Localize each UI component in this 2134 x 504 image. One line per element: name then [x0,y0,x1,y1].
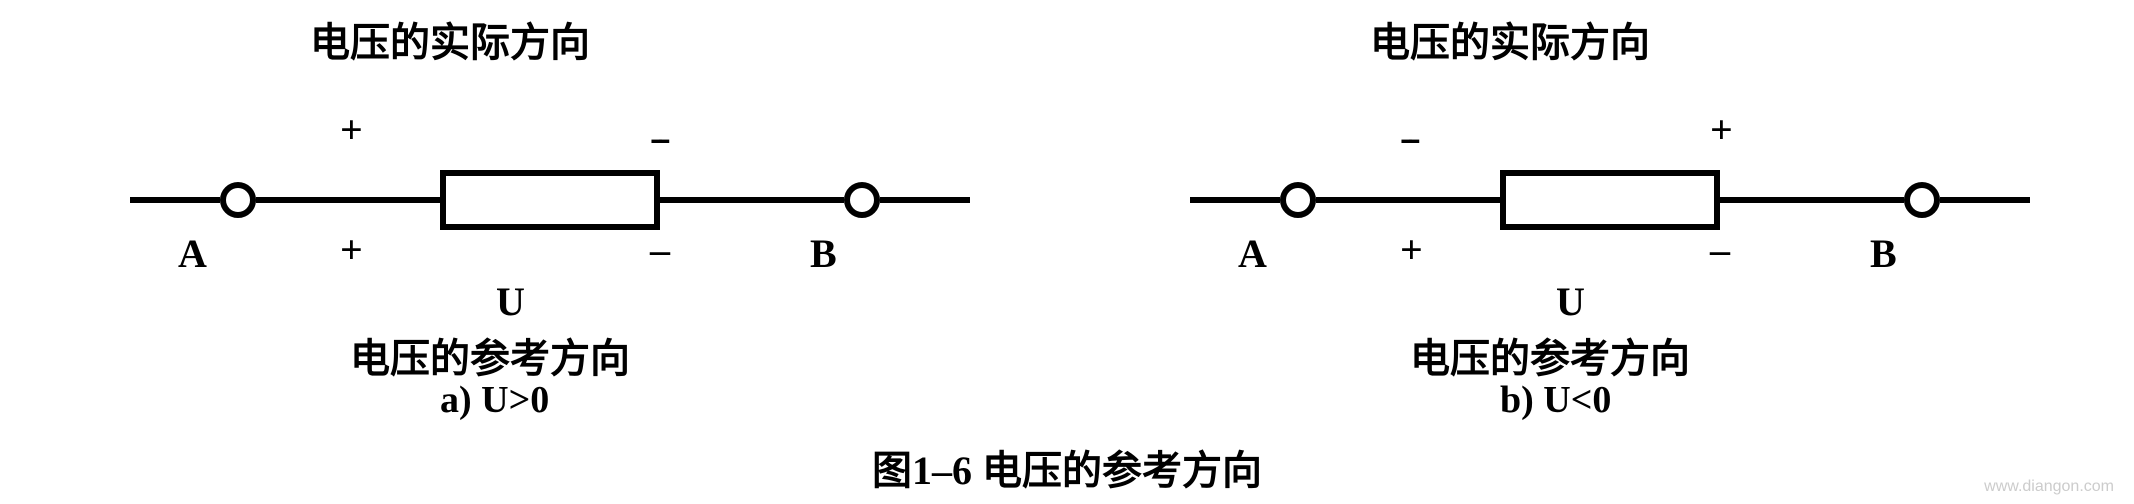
wire-b-2 [1316,197,1500,203]
wire-a-3 [660,197,844,203]
sub-title-b: 电压的参考方向 [1410,326,1690,384]
node-label-a-left: A [178,230,207,277]
actual-left-sign-a: + [340,110,363,150]
resistor-a [440,170,660,230]
wire-b-3 [1720,197,1904,203]
wire-a-2 [256,197,440,203]
voltage-symbol-b: U [1556,278,1585,325]
condition-b: b) U<0 [1500,378,1611,422]
ref-left-sign-a: + [340,230,363,270]
ref-left-sign-b: + [1400,230,1423,270]
wire-a-1 [130,197,220,203]
actual-left-sign-b: -- [1400,118,1415,158]
condition-a: a) U>0 [440,378,549,422]
wire-b-4 [1940,197,2030,203]
panel-b: 电压的实际方向 -- + A B + – U 电压的参考方向 b) U<0 [1150,0,2050,440]
wire-b-1 [1190,197,1280,203]
node-b-left [1280,182,1316,218]
figure-caption: 图1–6 电压的参考方向 [872,438,1262,496]
actual-right-sign-a: -- [650,118,665,158]
resistor-b [1500,170,1720,230]
node-a-left [220,182,256,218]
actual-right-sign-b: + [1710,110,1733,150]
circuit-a [130,160,990,240]
wire-a-4 [880,197,970,203]
voltage-symbol-a: U [496,278,525,325]
panel-a: 电压的实际方向 + -- A B + – U 电压的参考方向 a) U>0 [90,0,990,440]
node-label-a-right: B [810,230,837,277]
node-label-b-left: A [1238,230,1267,277]
circuit-b [1190,160,2050,240]
title-actual-direction-b: 电压的实际方向 [1370,10,1650,68]
ref-right-sign-a: – [650,230,670,270]
node-a-right [844,182,880,218]
title-actual-direction-a: 电压的实际方向 [310,10,590,68]
node-label-b-right: B [1870,230,1897,277]
sub-title-a: 电压的参考方向 [350,326,630,384]
watermark-text: www.diangon.com [1984,478,2114,496]
node-b-right [1904,182,1940,218]
ref-right-sign-b: – [1710,230,1730,270]
